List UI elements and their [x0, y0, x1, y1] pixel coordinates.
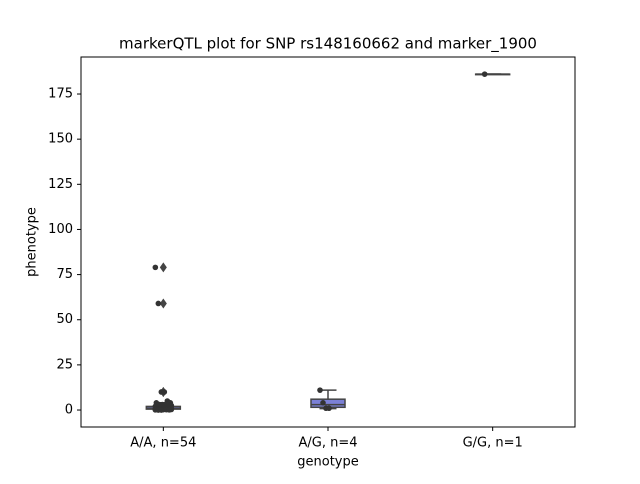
- strip-point: [166, 407, 173, 413]
- y-tick-label: 50: [56, 312, 73, 327]
- y-tick-label: 100: [48, 222, 73, 237]
- x-axis-label: genotype: [297, 455, 358, 470]
- outlier: [159, 298, 167, 309]
- strip-point: [320, 400, 326, 406]
- y-tick-label: 0: [65, 403, 73, 418]
- x-tick-label: G/G, n=1: [463, 436, 523, 451]
- y-tick-label: 150: [48, 132, 73, 147]
- y-tick-label: 75: [56, 267, 73, 282]
- strip-point: [481, 71, 488, 77]
- x-tick-label: A/G, n=4: [298, 436, 357, 451]
- x-tick-label: A/A, n=54: [130, 436, 196, 451]
- y-tick-label: 25: [56, 357, 73, 372]
- outlier: [159, 262, 167, 273]
- strip-point: [161, 389, 168, 395]
- y-tick-label: 125: [48, 177, 73, 192]
- plot-frame: [80, 56, 576, 428]
- strip-point: [155, 300, 162, 307]
- chart-title: markerQTL plot for SNP rs148160662 and m…: [119, 35, 537, 54]
- strip-point: [326, 405, 332, 412]
- strip-point: [152, 264, 159, 271]
- strip-point: [317, 387, 323, 393]
- strip-point: [158, 407, 165, 413]
- y-tick-label: 175: [48, 87, 73, 102]
- y-axis-label: phenotype: [25, 207, 40, 277]
